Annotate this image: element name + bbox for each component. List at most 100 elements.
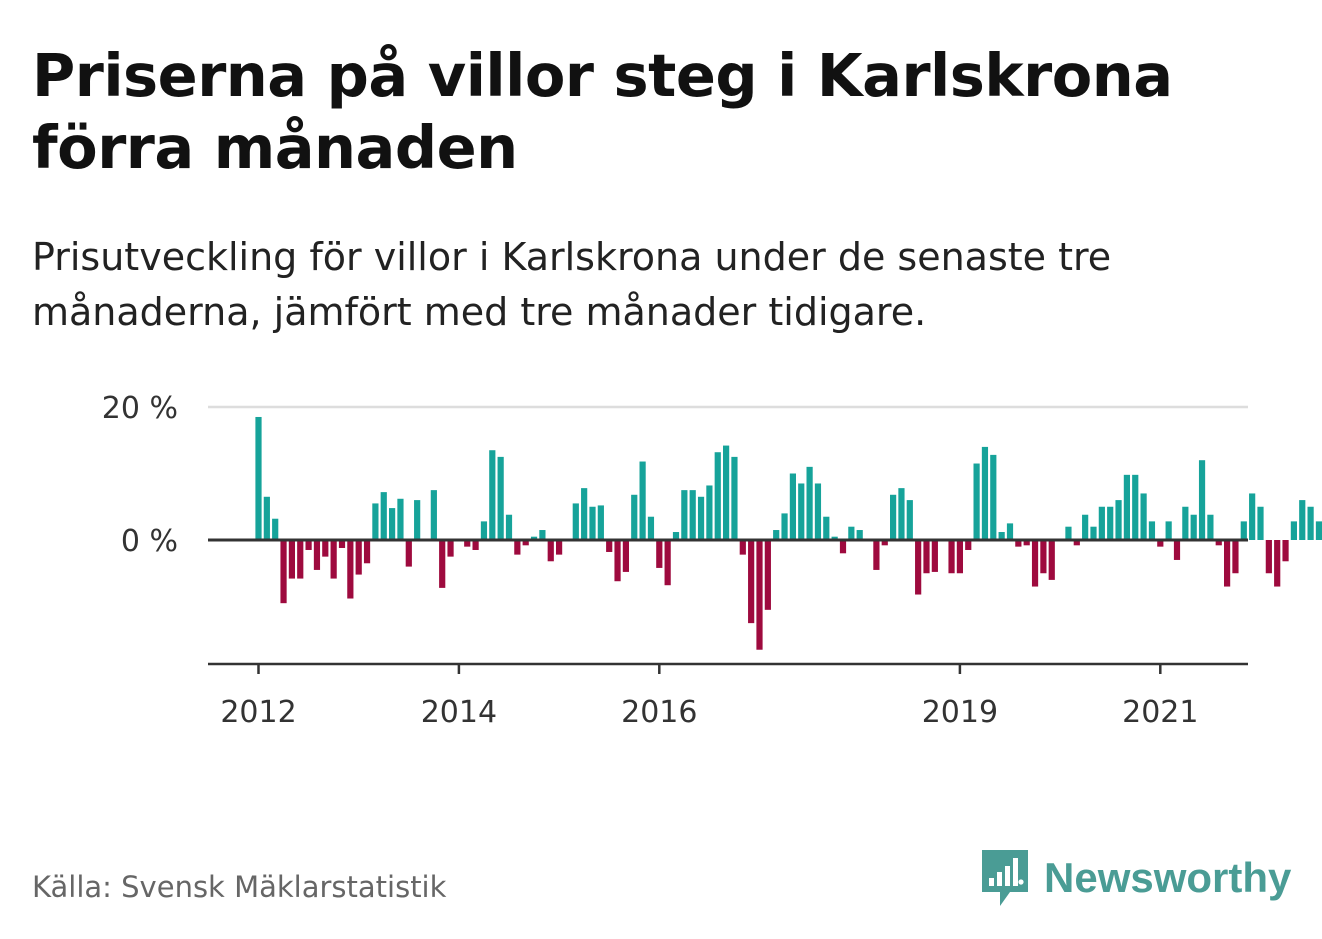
brand-name: Newsworthy	[1044, 854, 1292, 901]
bar	[622, 540, 629, 572]
bar	[806, 466, 813, 540]
bar	[681, 490, 688, 541]
bar	[1232, 540, 1239, 574]
bar	[1265, 540, 1272, 574]
bar	[297, 540, 304, 579]
bar	[1299, 500, 1306, 540]
bar	[405, 540, 412, 567]
bar	[472, 540, 479, 550]
bar	[1257, 506, 1264, 540]
bar	[414, 500, 421, 540]
bar	[1148, 521, 1156, 540]
bar	[1132, 474, 1139, 540]
bar	[973, 463, 980, 540]
bar	[923, 540, 930, 574]
bar	[288, 540, 295, 579]
y-tick-label-0: 0 %	[121, 524, 178, 559]
bar	[931, 540, 938, 572]
bar	[389, 508, 396, 540]
bar	[1023, 540, 1030, 546]
bar	[814, 483, 822, 540]
bar	[547, 540, 554, 562]
bar	[848, 526, 855, 540]
bar	[1123, 474, 1130, 540]
bar	[514, 540, 521, 555]
bar	[1115, 500, 1122, 540]
bar	[1031, 540, 1039, 587]
bar	[881, 540, 888, 546]
bar	[689, 490, 696, 541]
bar	[664, 540, 671, 586]
bar	[915, 540, 922, 595]
bar	[1182, 506, 1189, 540]
bar	[823, 516, 830, 540]
bar	[363, 540, 371, 564]
bar	[372, 503, 379, 540]
bar	[731, 456, 738, 541]
bar	[322, 540, 329, 557]
bar	[906, 500, 913, 540]
bar	[606, 540, 613, 552]
bar-chart: 20 % 0 % 201220142016201920212023 6 %	[102, 391, 1322, 730]
bar	[480, 521, 488, 540]
bar	[1048, 540, 1055, 580]
bar	[447, 540, 454, 557]
bar	[255, 416, 262, 540]
chart-subtitle: Prisutveckling för villor i Karlskrona u…	[32, 235, 1112, 334]
bar	[355, 540, 362, 575]
bar	[748, 540, 755, 624]
bar	[898, 488, 905, 540]
bar	[380, 492, 387, 540]
bar	[764, 540, 771, 610]
bar	[1198, 460, 1206, 540]
bar	[1282, 540, 1289, 562]
bar	[1224, 540, 1231, 587]
bar	[1015, 540, 1022, 547]
bar	[1165, 521, 1172, 540]
x-tick-label: 2019	[922, 695, 998, 730]
bar	[556, 540, 563, 555]
y-tick-label-20: 20 %	[102, 391, 178, 426]
bar	[1274, 540, 1281, 587]
bar	[1173, 540, 1181, 560]
bar	[539, 530, 546, 541]
bar	[998, 532, 1005, 540]
bar	[856, 530, 863, 541]
bar	[439, 540, 446, 588]
bar	[1140, 493, 1147, 540]
bar	[956, 540, 963, 574]
bar	[1006, 523, 1014, 541]
bar	[581, 488, 588, 540]
bar	[756, 540, 763, 650]
bar	[1107, 506, 1114, 540]
bar	[1065, 526, 1072, 540]
bar	[464, 540, 471, 547]
bar	[890, 494, 897, 540]
bar	[330, 540, 337, 579]
bar	[1040, 540, 1047, 574]
bar	[798, 483, 805, 540]
bar	[522, 540, 529, 546]
source-note: Källa: Svensk Mäklarstatistik	[32, 870, 447, 904]
bar	[647, 516, 655, 540]
bar	[305, 540, 312, 550]
brand-logo[interactable]: Newsworthy	[980, 848, 1291, 908]
bar	[789, 473, 796, 540]
bar	[839, 540, 847, 554]
bar	[280, 540, 287, 604]
bar	[706, 485, 713, 540]
bar	[873, 540, 880, 570]
x-tick-label: 2012	[220, 695, 296, 730]
bar	[614, 540, 621, 582]
newsworthy-logo-icon	[982, 850, 1028, 906]
bar	[1240, 521, 1247, 540]
bar	[723, 445, 730, 540]
bar	[397, 498, 404, 540]
bar	[1290, 521, 1297, 540]
chart-title: Priserna på villor steg i Karlskrona för…	[32, 41, 1173, 182]
bar	[1315, 521, 1322, 540]
bar	[572, 503, 579, 540]
bar	[272, 518, 279, 540]
bar	[639, 461, 646, 540]
bar	[1307, 506, 1314, 540]
